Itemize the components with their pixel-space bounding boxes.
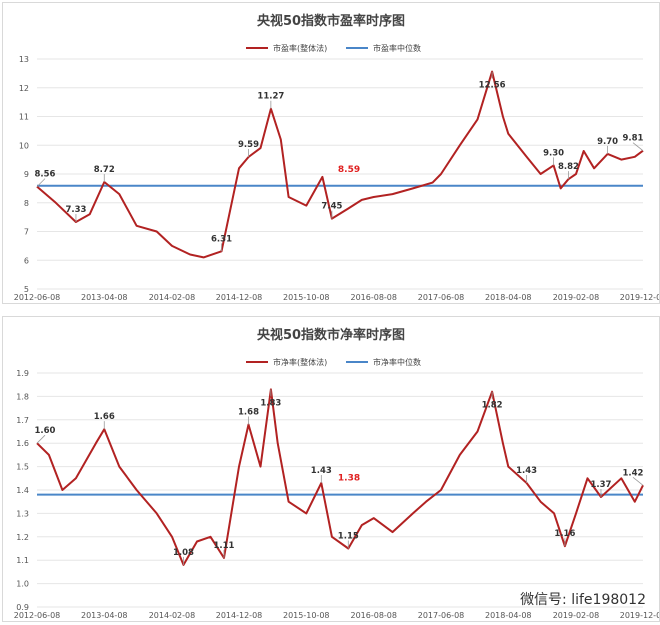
pb-x-tick-label: 2013-04-08 [81,611,128,620]
pb-y-tick-label: 1.5 [16,463,29,472]
pe-x-tick-label: 2014-02-08 [149,293,196,302]
pe-median-label: 8.59 [338,165,360,175]
pb-legend-label-median: 市净率中位数 [373,357,421,367]
pb-annotation-label: 1.82 [482,401,503,411]
pb-y-tick-label: 1.7 [16,416,29,425]
pb-annotation-leader [37,435,45,443]
pe-annotation-label: 9.59 [238,140,259,150]
pb-y-tick-label: 1.0 [16,580,29,589]
pe-chart-title: 央视50指数市盈率时序图 [257,13,405,29]
pb-legend-label-series: 市净率(整体法) [273,357,327,367]
pe-x-tick-label: 2019-02-08 [553,293,600,302]
pe-annotation-label: 9.30 [543,148,564,158]
pb-chart-title: 央视50指数市净率时序图 [257,327,405,343]
pe-x-tick-label: 2012-06-08 [14,293,61,302]
pb-y-tick-label: 1.9 [16,369,29,378]
pe-annotation-label: 12.56 [479,81,506,91]
pe-chart: 央视50指数市盈率时序图市盈率(整体法)市盈率中位数56789101112132… [3,3,659,303]
pb-x-tick-label: 2014-02-08 [149,611,196,620]
pb-x-tick-label: 2017-06-08 [418,611,465,620]
pe-x-tick-label: 2016-08-08 [350,293,397,302]
pb-annotation-label: 1.37 [590,480,611,490]
pb-x-tick-label: 2014-12-08 [216,611,263,620]
pb-annotation-label: 1.60 [35,426,56,436]
pb-annotation-label: 1.42 [623,468,644,478]
pb-chart: 央视50指数市净率时序图市净率(整体法)市净率中位数0.91.01.11.21.… [3,317,659,621]
pb-annotation-label: 1.66 [94,412,115,422]
pb-x-tick-label: 2019-12-08 [620,611,659,620]
pb-annotation-label: 1.16 [554,529,575,539]
pe-y-tick-label: 6 [24,256,29,265]
pb-annotation-label: 1.08 [173,548,194,558]
pe-y-tick-label: 12 [19,84,29,93]
pe-x-tick-label: 2019-12-08 [620,293,659,302]
pb-y-tick-label: 1.4 [16,486,29,495]
pb-x-tick-label: 2018-04-08 [485,611,532,620]
pb-annotation-label: 1.43 [311,466,332,476]
pe-y-tick-label: 8 [24,199,29,208]
pe-y-tick-label: 10 [19,141,29,150]
pb-annotation-label: 1.43 [516,466,537,476]
wechat-watermark: 微信号: life198012 [520,589,646,609]
pe-legend-label-median: 市盈率中位数 [373,43,421,53]
pe-annotation-label: 6.31 [211,234,232,244]
pe-annotation-label: 7.33 [65,205,86,215]
pb-median-label: 1.38 [338,474,360,484]
pb-y-tick-label: 1.6 [16,439,29,448]
pb-x-tick-label: 2019-02-08 [553,611,600,620]
pb-y-tick-label: 1.3 [16,509,29,518]
pb-annotation-leader [633,477,643,485]
pb-x-tick-label: 2015-10-08 [283,611,330,620]
pb-annotation-label: 1.11 [213,541,234,551]
pb-y-tick-label: 1.8 [16,392,29,401]
pe-x-tick-label: 2015-10-08 [283,293,330,302]
pe-x-tick-label: 2018-04-08 [485,293,532,302]
pe-annotation-label: 8.72 [94,165,115,175]
pe-annotation-label: 11.27 [257,92,284,102]
pe-y-tick-label: 11 [19,113,29,122]
pe-annotation-leader [633,143,643,151]
pb-x-tick-label: 2012-06-08 [14,611,61,620]
pe-x-tick-label: 2013-04-08 [81,293,128,302]
pe-annotation-label: 7.45 [321,202,342,212]
pb-y-tick-label: 1.2 [16,533,29,542]
pb-annotation-label: 1.15 [338,532,359,542]
pe-x-tick-label: 2014-12-08 [216,293,263,302]
pe-y-tick-label: 7 [24,228,29,237]
pe-annotation-label: 9.70 [597,137,618,147]
pe-annotation-label: 8.56 [35,170,56,180]
pe-y-tick-label: 9 [24,170,29,179]
pe-annotation-label: 9.81 [623,134,644,144]
pe-annotation-label: 8.82 [558,162,579,172]
pb-y-tick-label: 1.1 [16,556,29,565]
pb-annotation-label: 1.68 [238,407,259,417]
pb-x-tick-label: 2016-08-08 [350,611,397,620]
pe-legend-label-series: 市盈率(整体法) [273,43,327,53]
pe-x-tick-label: 2017-06-08 [418,293,465,302]
pb-annotation-label: 1.83 [260,398,281,408]
pe-y-tick-label: 13 [19,55,29,64]
